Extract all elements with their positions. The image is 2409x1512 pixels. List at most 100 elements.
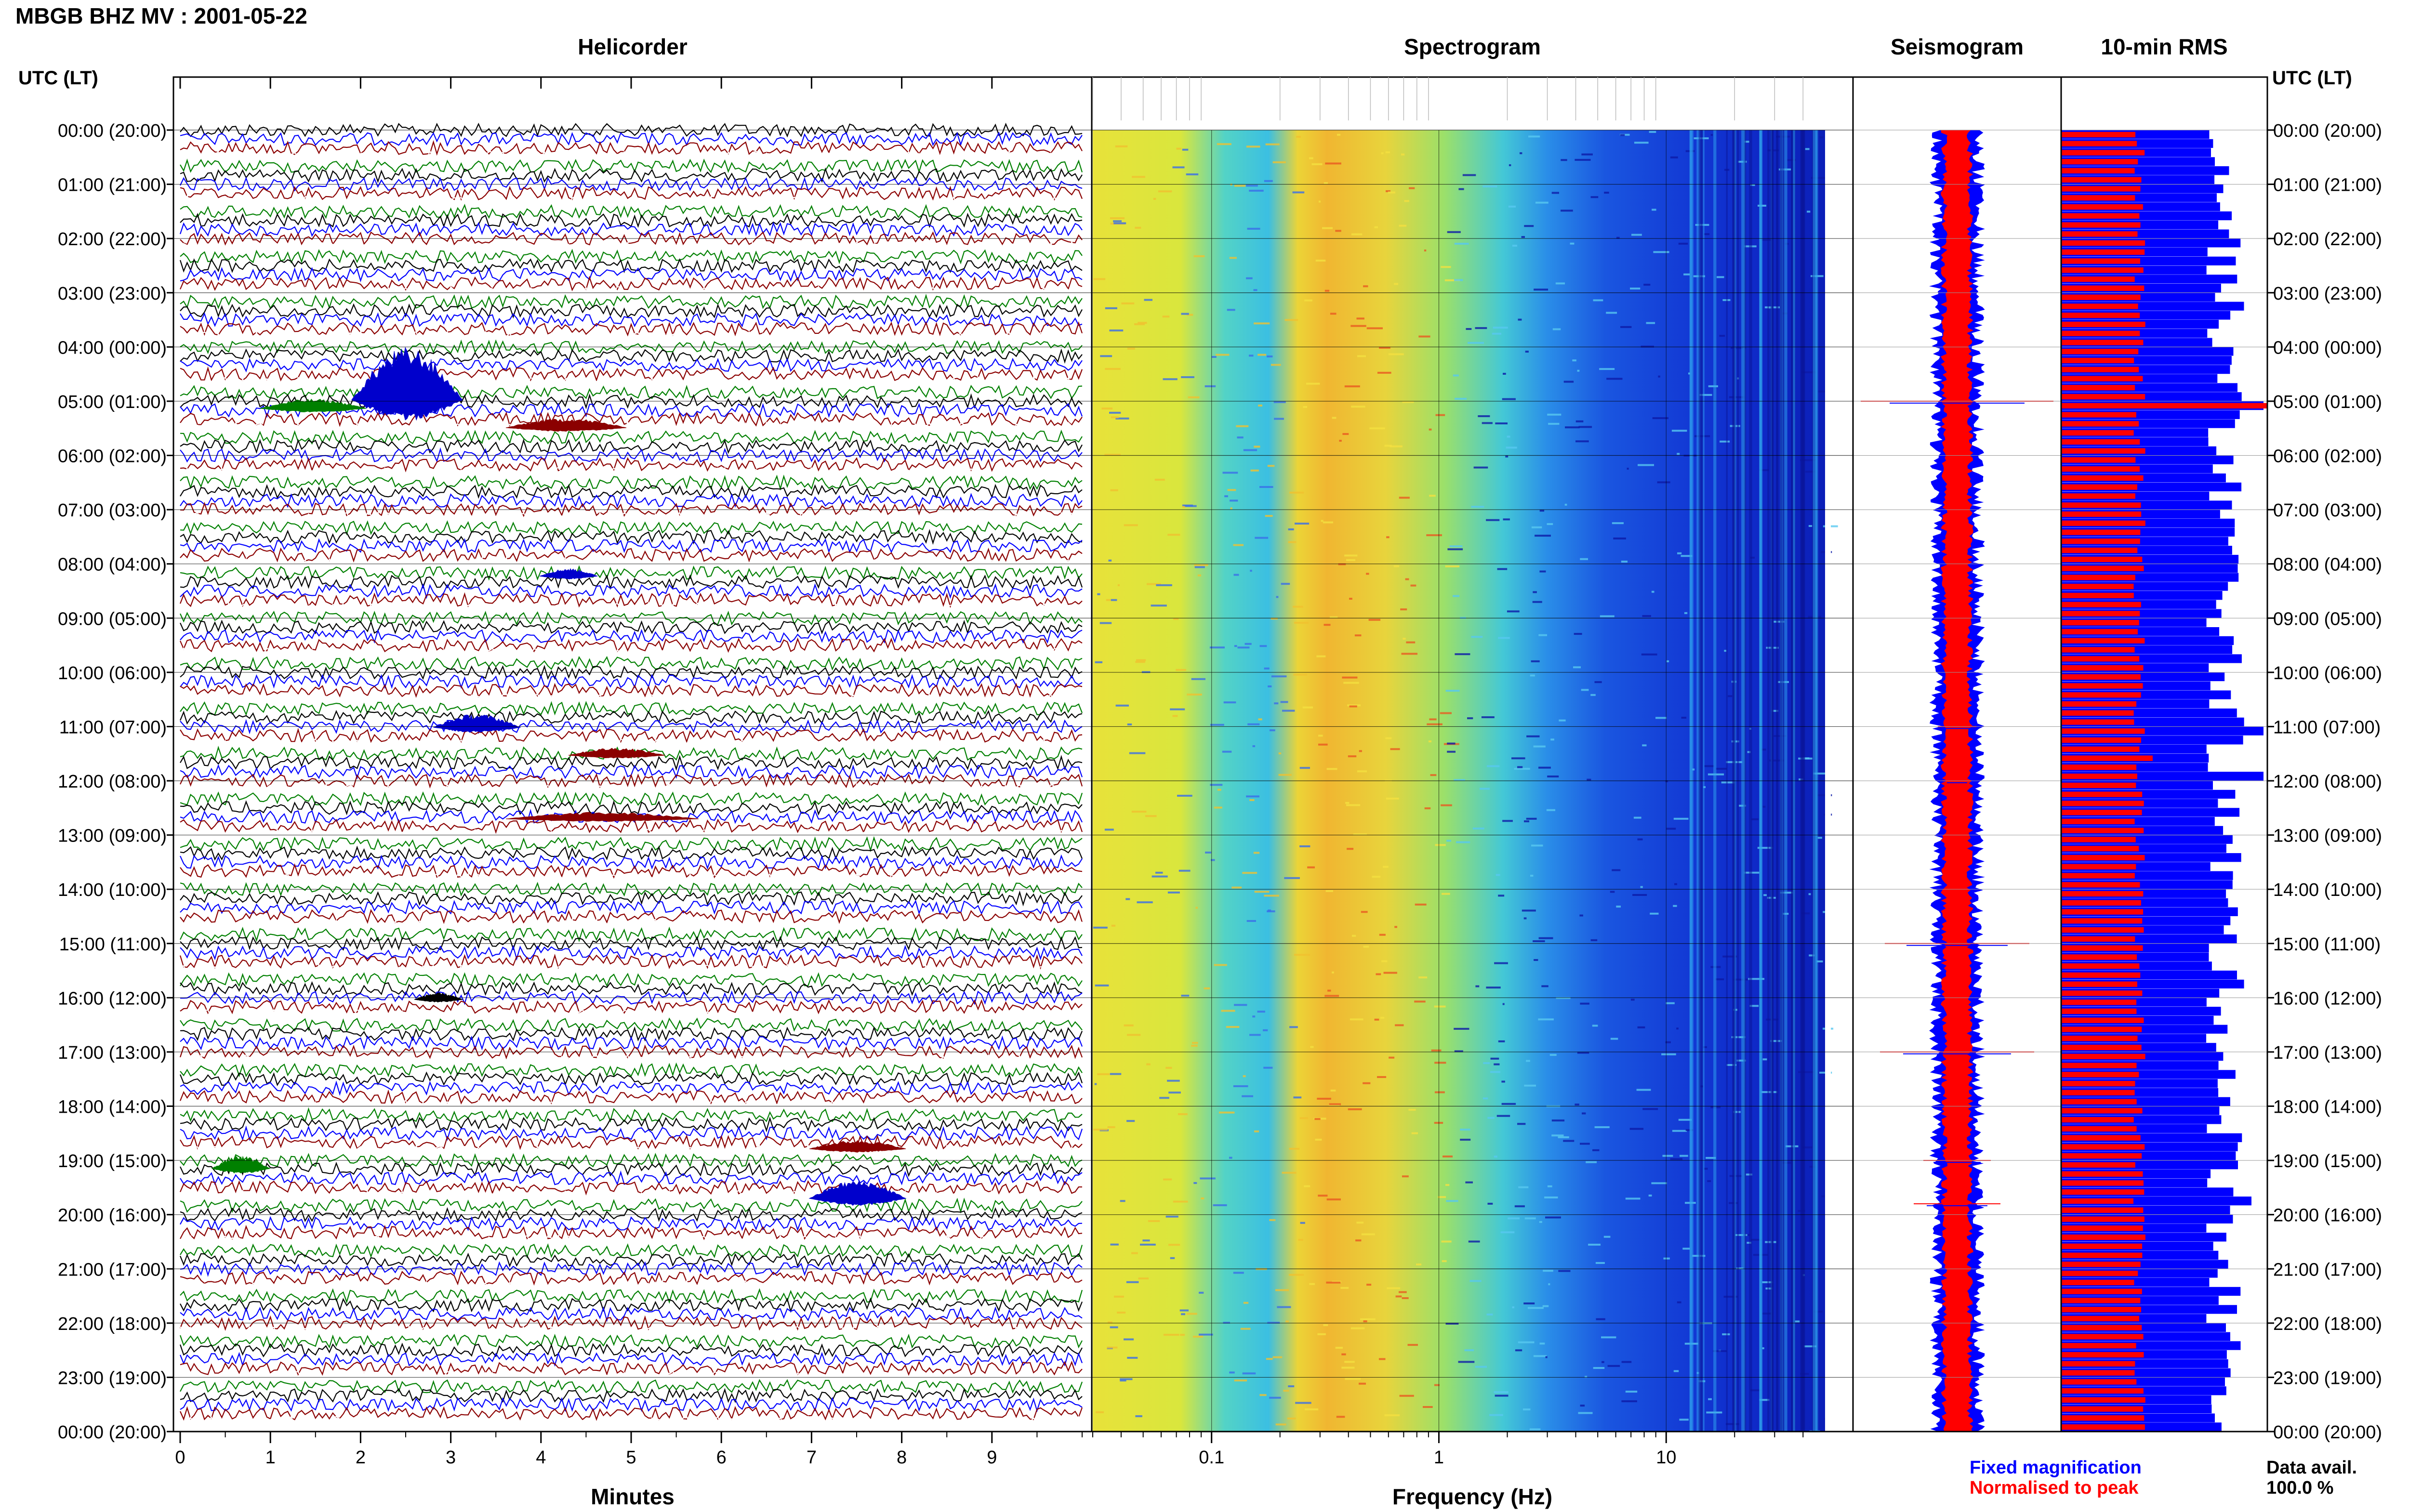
- time-tick-label-right: 20:00 (16:00): [2273, 1206, 2382, 1226]
- rms-normalised-bar: [2061, 430, 2134, 436]
- rms-normalised-bar: [2061, 891, 2144, 897]
- helicorder-trace: [180, 393, 1083, 409]
- spectrogram-speckle: [1641, 653, 1657, 656]
- spectrogram-speckle: [1230, 507, 1232, 510]
- spectrogram-speckle: [1346, 559, 1355, 561]
- spectrogram-speckle: [1163, 378, 1178, 381]
- time-tick-label-left: 05:00 (01:00): [58, 392, 167, 412]
- spectrogram-speckle: [1726, 1064, 1736, 1066]
- spectrogram-speckle: [1399, 1291, 1407, 1293]
- spectrogram-speckle: [1278, 752, 1282, 755]
- spectrogram-speckle: [1343, 682, 1359, 684]
- spectrogram-speckle: [1377, 1076, 1387, 1078]
- spectrogram-speckle: [1152, 875, 1168, 878]
- spectrogram-speckle: [1142, 1239, 1150, 1242]
- spectrogram-speckle: [1468, 1240, 1480, 1243]
- spectrogram-speckle: [1580, 1002, 1589, 1005]
- helicorder-trace: [180, 646, 1083, 662]
- rms-normalised-bar: [2061, 963, 2140, 969]
- spectrogram-speckle: [1520, 152, 1522, 155]
- spectrogram-speckle: [1641, 345, 1654, 348]
- helicorder-trace: [180, 339, 1083, 355]
- spectrogram-speckle: [1684, 612, 1688, 614]
- spectrogram-speckle: [1446, 840, 1451, 842]
- helicorder-trace: [180, 366, 1083, 382]
- spectrogram-speckle: [1254, 446, 1260, 448]
- rms-normalised-bar: [2061, 159, 2138, 165]
- spectrogram-speckle: [1246, 795, 1259, 798]
- spectrogram-speckle: [1678, 1118, 1692, 1121]
- spectrogram-speckle: [1178, 869, 1191, 872]
- spectrogram-speckle: [1454, 279, 1463, 281]
- time-tick-label-right: 19:00 (15:00): [2273, 1151, 2382, 1171]
- spectrogram-speckle: [1131, 811, 1147, 813]
- time-tick-label-left: 20:00 (16:00): [58, 1206, 167, 1226]
- spectrogram-speckle: [1350, 1018, 1363, 1021]
- spectrogram-speckle: [1522, 909, 1536, 912]
- spectrogram-speckle: [1454, 1027, 1469, 1030]
- spectrogram-speckle: [1523, 1302, 1535, 1304]
- helicorder-trace: [179, 854, 1083, 870]
- spectrogram-speckle: [1493, 327, 1508, 329]
- spectrogram-speckle: [1455, 653, 1470, 656]
- spectrogram-speckle: [1612, 522, 1624, 525]
- rms-normalised-bar: [2061, 1063, 2137, 1068]
- spectrogram-speckle: [1524, 820, 1529, 823]
- time-tick-label-right: 11:00 (07:00): [2273, 717, 2381, 737]
- time-tick-label-right: 09:00 (05:00): [2273, 609, 2382, 629]
- helicorder-trace: [179, 610, 1083, 626]
- spectrogram-speckle: [1135, 226, 1141, 229]
- spectrogram-speckle: [1561, 159, 1567, 161]
- spectrogram-speckle: [1655, 717, 1667, 719]
- spectrogram-speckle: [1227, 309, 1235, 311]
- spectrogram-speckle: [1580, 558, 1588, 560]
- helicorder-event: [505, 419, 627, 432]
- spectrogram-speckle: [1594, 681, 1602, 684]
- spectrogram-speckle: [1527, 1307, 1544, 1309]
- spectrogram-speckle: [1347, 704, 1361, 707]
- spectrogram-speckle: [1805, 148, 1810, 150]
- spectrogram-speckle: [1121, 302, 1135, 304]
- spectrogram-speckle: [1327, 989, 1331, 992]
- spectrogram-speckle: [1749, 1005, 1759, 1007]
- time-tick-label-left: 06:00 (02:00): [58, 447, 167, 467]
- helicorder-trace: [180, 231, 1083, 246]
- spectrogram-speckle: [1293, 673, 1308, 676]
- spectrogram-speckle: [1634, 142, 1649, 144]
- spectrogram-speckle: [1747, 1242, 1751, 1244]
- spectrogram-speckle: [1306, 382, 1320, 385]
- spectrogram-speckle: [1633, 816, 1641, 819]
- spectrogram-speckle: [1487, 765, 1500, 767]
- spectrogram-speckle: [1233, 574, 1239, 576]
- spectrogram-speckle: [1646, 322, 1655, 324]
- spectrogram-speckle: [1199, 1333, 1213, 1336]
- spectrogram-speckle: [1250, 469, 1259, 472]
- spectrogram-speckle: [1406, 641, 1416, 644]
- helicorder-trace: [180, 1224, 1083, 1240]
- spectrogram-speckle: [1276, 596, 1279, 598]
- spectrogram-speckle: [1246, 920, 1256, 922]
- spectrogram-speckle: [1321, 520, 1324, 522]
- spectrogram-speckle: [1442, 893, 1450, 895]
- spectrogram-speckle: [1283, 1390, 1289, 1392]
- spectrogram-speckle: [1324, 182, 1328, 184]
- helicorder-trace: [180, 737, 1083, 752]
- helicorder-trace: [180, 972, 1083, 987]
- spectrogram-speckle: [1677, 453, 1680, 455]
- rms-normalised-bar: [2061, 846, 2139, 852]
- spectrogram-speckle: [1434, 1062, 1446, 1064]
- spectrogram-speckle: [1257, 354, 1267, 356]
- spectrogram-speckle: [1252, 745, 1256, 748]
- spectrogram-speckle: [1254, 1130, 1259, 1132]
- spectrogram-speckle: [1447, 231, 1461, 233]
- rms-normalised-bar: [2061, 764, 2137, 770]
- helicorder-event: [260, 398, 367, 412]
- spectrogram-speckle: [1582, 1112, 1586, 1115]
- spectrogram-speckle: [1300, 1222, 1305, 1224]
- rms-normalised-bar: [2061, 1298, 2141, 1303]
- spectrogram-speckle: [1512, 245, 1517, 247]
- helicorder-trace: [180, 529, 1083, 545]
- spectrogram-speckle: [1340, 1287, 1349, 1289]
- helicorder-trace: [180, 511, 1083, 526]
- spectrogram-speckle: [1151, 605, 1167, 607]
